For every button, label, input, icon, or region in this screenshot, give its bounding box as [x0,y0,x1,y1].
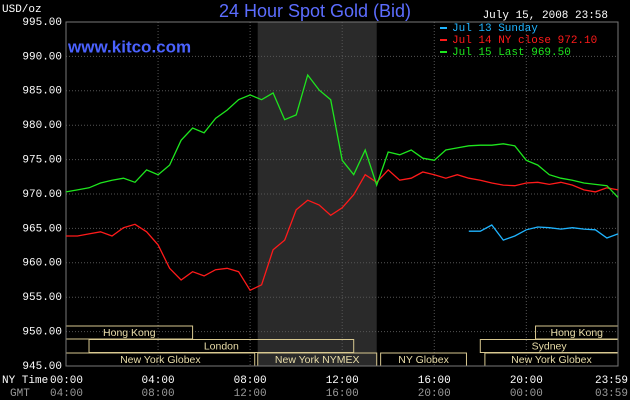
series-line [468,224,619,241]
session-shade [257,22,377,366]
session-label: NY Globex [398,354,449,366]
x-tick-label-gmt: 04:00 [50,388,83,400]
y-tick-label: 995.00 [22,17,62,29]
session-label: New York Globex [120,354,201,366]
y-tick-label: 945.00 [22,361,62,373]
x-tick-label-gmt: 16:00 [326,388,359,400]
y-axis-label: USD/oz [2,4,42,16]
x-tick-label: 00:00 [50,375,83,387]
y-tick-label: 975.00 [22,155,62,167]
x-tick-label: 08:00 [234,375,267,387]
y-tick-label: 950.00 [22,327,62,339]
session-label: Sydney [532,340,568,352]
timestamp: July 15, 2008 23:58 [483,10,608,22]
watermark: www.kitco.com [67,37,191,56]
session-label: Hong Kong [550,327,603,339]
x-tick-label-gmt: 12:00 [234,388,267,400]
session-label: New York Globex [511,354,592,366]
x-tick-label: 12:00 [326,375,359,387]
x-row-label: GMT [10,388,30,400]
x-tick-label: 20:00 [510,375,543,387]
x-tick-label-gmt: 08:00 [142,388,175,400]
y-tick-label: 970.00 [22,189,62,201]
session-label: Hong Kong [103,327,156,339]
legend-label: Jul 13 Sunday [452,23,538,35]
y-tick-label: 980.00 [22,120,62,132]
chart-title: 24 Hour Spot Gold (Bid) [219,1,411,21]
x-tick-label: 16:00 [418,375,451,387]
x-tick-label: 04:00 [142,375,175,387]
plot-frame [65,21,619,367]
y-tick-label: 990.00 [22,51,62,63]
y-tick-label: 960.00 [22,258,62,270]
x-tick-label: 23:59 [595,375,628,387]
x-tick-label-gmt: 03:59 [595,388,628,400]
y-tick-label: 955.00 [22,292,62,304]
session-label: London [204,340,239,352]
y-tick-label: 985.00 [22,86,62,98]
session-label: New York NYMEX [275,354,360,366]
series-line [66,168,619,292]
x-row-label: NY Time [2,375,48,387]
legend-label: Jul 15 Last 969.50 [452,47,571,59]
x-tick-label-gmt: 00:00 [510,388,543,400]
legend-label: Jul 14 NY close 972.10 [452,35,597,47]
y-tick-label: 965.00 [22,223,62,235]
series-line [65,73,619,198]
shade-layer [257,22,377,366]
x-tick-label-gmt: 20:00 [418,388,451,400]
